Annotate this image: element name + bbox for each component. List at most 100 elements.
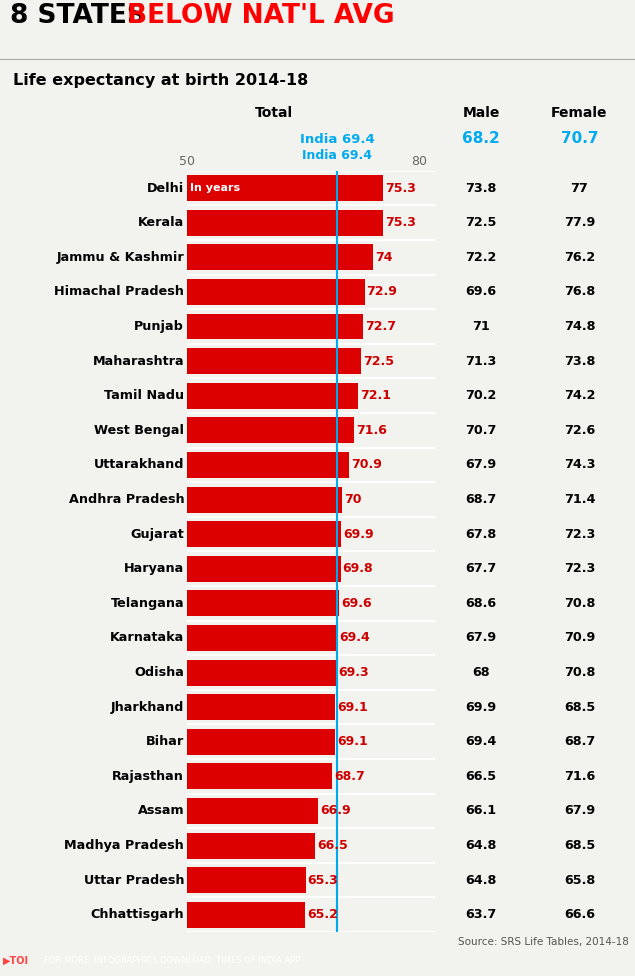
Text: Bihar: Bihar [146,735,184,749]
Text: 67.9: 67.9 [465,631,497,644]
Text: 70.9: 70.9 [564,631,595,644]
Text: 70.7: 70.7 [561,132,598,146]
Text: 69.9: 69.9 [465,701,497,713]
Text: 68.7: 68.7 [334,770,364,783]
Bar [187,868,305,893]
Bar [187,694,335,720]
Text: West Bengal: West Bengal [94,424,184,437]
Text: 65.3: 65.3 [308,874,338,886]
Text: 70.8: 70.8 [564,666,595,679]
Text: 66.1: 66.1 [465,804,497,818]
Text: Jammu & Kashmir: Jammu & Kashmir [57,251,184,264]
Text: Total: Total [255,106,293,120]
Bar [187,452,349,478]
Text: 68.5: 68.5 [564,701,595,713]
Text: 66.9: 66.9 [320,804,351,818]
Text: BELOW NAT'L AVG: BELOW NAT'L AVG [127,3,394,29]
Text: 69.6: 69.6 [341,597,371,610]
Text: 70.7: 70.7 [465,424,497,437]
Text: 72.6: 72.6 [564,424,595,437]
Text: 72.7: 72.7 [365,320,396,333]
Bar [187,555,340,582]
Bar [187,833,315,859]
Text: Andhra Pradesh: Andhra Pradesh [69,493,184,506]
Text: 74.2: 74.2 [564,389,595,402]
Bar [187,763,332,790]
Text: 68.2: 68.2 [462,132,500,146]
Bar [187,210,383,235]
Text: 70.9: 70.9 [351,459,382,471]
Text: 65.2: 65.2 [307,909,338,921]
Text: Uttar Pradesh: Uttar Pradesh [84,874,184,886]
Text: 74.3: 74.3 [564,459,595,471]
Bar [187,175,383,201]
Bar [187,418,354,443]
Text: Tamil Nadu: Tamil Nadu [104,389,184,402]
Text: 72.3: 72.3 [564,562,595,575]
Text: 70.8: 70.8 [564,597,595,610]
Text: 70.2: 70.2 [465,389,497,402]
Text: Chhattisgarh: Chhattisgarh [91,909,184,921]
Text: 77.9: 77.9 [564,217,595,229]
Text: 72.3: 72.3 [564,528,595,541]
Text: Rajasthan: Rajasthan [112,770,184,783]
Text: Karnataka: Karnataka [110,631,184,644]
Text: 71.4: 71.4 [564,493,595,506]
Text: 67.9: 67.9 [564,804,595,818]
Text: 63.7: 63.7 [465,909,497,921]
Text: 64.8: 64.8 [465,874,497,886]
Text: Source: SRS Life Tables, 2014-18: Source: SRS Life Tables, 2014-18 [458,937,629,947]
Text: 66.6: 66.6 [564,909,595,921]
Text: India 69.4: India 69.4 [302,148,373,162]
Text: 73.8: 73.8 [564,354,595,368]
Text: 8 STATES: 8 STATES [10,3,154,29]
Text: 72.2: 72.2 [465,251,497,264]
Text: 74.8: 74.8 [564,320,595,333]
Text: Punjab: Punjab [134,320,184,333]
Text: 71.6: 71.6 [564,770,595,783]
Text: 70: 70 [344,493,361,506]
Bar [187,660,337,685]
Bar [187,348,361,374]
Text: 66.5: 66.5 [465,770,497,783]
Text: 69.8: 69.8 [342,562,373,575]
Text: 72.1: 72.1 [360,389,391,402]
Text: 75.3: 75.3 [385,182,416,194]
Text: Male: Male [462,106,500,120]
Text: 69.3: 69.3 [338,666,369,679]
Text: 68: 68 [472,666,490,679]
Text: In years: In years [190,183,241,193]
Text: 72.5: 72.5 [363,354,394,368]
Bar [187,729,335,754]
Text: 69.1: 69.1 [337,735,368,749]
Text: 76.8: 76.8 [564,285,595,299]
Text: Odisha: Odisha [134,666,184,679]
Bar [187,590,339,616]
Text: 75.3: 75.3 [385,217,416,229]
Text: 69.4: 69.4 [465,735,497,749]
Text: 71: 71 [472,320,490,333]
Text: Jharkhand: Jharkhand [110,701,184,713]
Bar [187,798,318,824]
Text: 76.2: 76.2 [564,251,595,264]
Bar [187,487,342,512]
Text: 72.5: 72.5 [465,217,497,229]
Text: 67.9: 67.9 [465,459,497,471]
Text: 65.8: 65.8 [564,874,595,886]
Text: 67.7: 67.7 [465,562,497,575]
Text: Life expectancy at birth 2014-18: Life expectancy at birth 2014-18 [13,73,308,88]
Text: 73.8: 73.8 [465,182,497,194]
Bar [187,902,305,928]
Text: 66.5: 66.5 [317,839,348,852]
Text: Uttarakhand: Uttarakhand [93,459,184,471]
Text: Madhya Pradesh: Madhya Pradesh [64,839,184,852]
Text: FOR MORE  INFOGRAPHICS DOWNLOAD  TIMES OF INDIA APP: FOR MORE INFOGRAPHICS DOWNLOAD TIMES OF … [44,956,301,965]
Text: Haryana: Haryana [124,562,184,575]
Text: 69.6: 69.6 [465,285,497,299]
Text: 69.9: 69.9 [344,528,374,541]
Text: 64.8: 64.8 [465,839,497,852]
Text: 69.4: 69.4 [339,631,370,644]
Text: 77: 77 [571,182,588,194]
Bar [187,521,342,548]
Text: Himachal Pradesh: Himachal Pradesh [54,285,184,299]
